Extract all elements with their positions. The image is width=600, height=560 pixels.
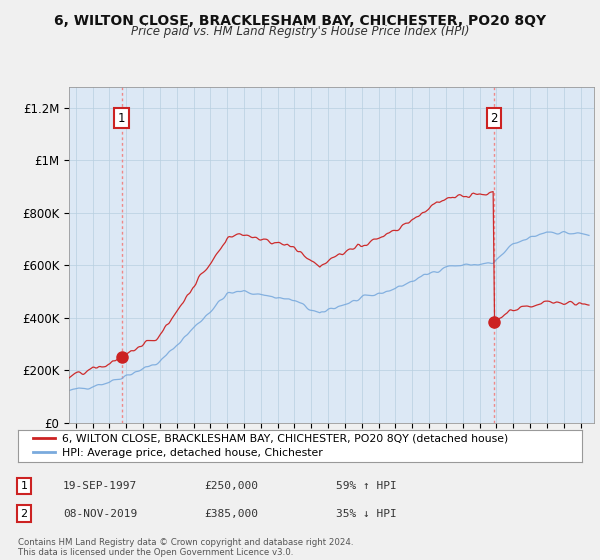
Text: 59% ↑ HPI: 59% ↑ HPI — [336, 481, 397, 491]
Text: 19-SEP-1997: 19-SEP-1997 — [63, 481, 137, 491]
Text: 6, WILTON CLOSE, BRACKLESHAM BAY, CHICHESTER, PO20 8QY: 6, WILTON CLOSE, BRACKLESHAM BAY, CHICHE… — [54, 14, 546, 28]
Text: Contains HM Land Registry data © Crown copyright and database right 2024.
This d: Contains HM Land Registry data © Crown c… — [18, 538, 353, 557]
Text: £250,000: £250,000 — [204, 481, 258, 491]
Text: 35% ↓ HPI: 35% ↓ HPI — [336, 508, 397, 519]
Text: 08-NOV-2019: 08-NOV-2019 — [63, 508, 137, 519]
Legend: 6, WILTON CLOSE, BRACKLESHAM BAY, CHICHESTER, PO20 8QY (detached house), HPI: Av: 6, WILTON CLOSE, BRACKLESHAM BAY, CHICHE… — [29, 429, 512, 463]
Text: 2: 2 — [20, 508, 28, 519]
Text: Price paid vs. HM Land Registry's House Price Index (HPI): Price paid vs. HM Land Registry's House … — [131, 25, 469, 38]
Text: 1: 1 — [20, 481, 28, 491]
Text: 2: 2 — [490, 112, 497, 125]
Text: 1: 1 — [118, 112, 125, 125]
Text: £385,000: £385,000 — [204, 508, 258, 519]
